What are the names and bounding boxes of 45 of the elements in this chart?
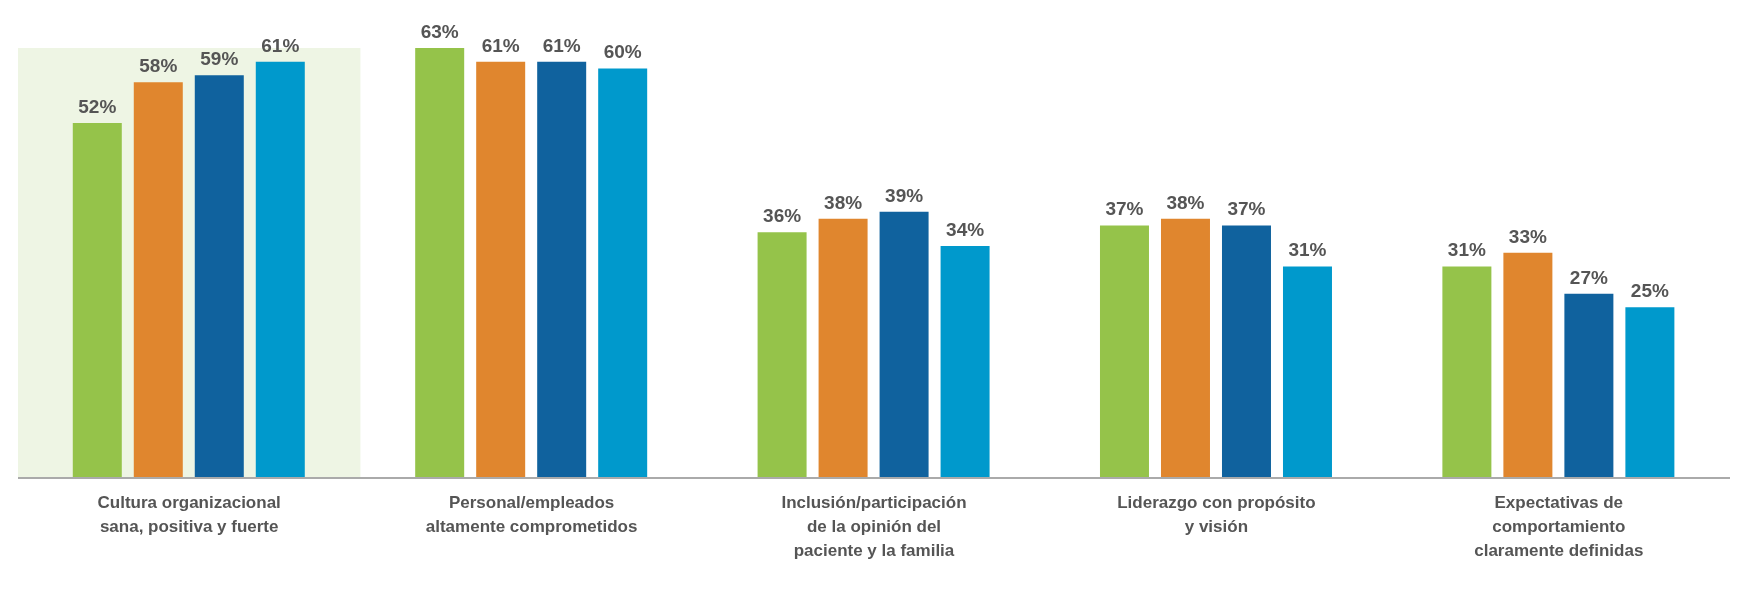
bar xyxy=(72,123,122,478)
data-label: 37% xyxy=(1105,198,1144,220)
x-tick-label: Liderazgo con propósito y visión xyxy=(1117,493,1316,536)
bar xyxy=(476,61,526,478)
data-label: 52% xyxy=(78,96,117,118)
data-label: 63% xyxy=(420,21,459,42)
data-label: 31% xyxy=(1447,239,1486,261)
data-label: 38% xyxy=(824,191,863,213)
data-label: 37% xyxy=(1227,198,1266,220)
data-label: 36% xyxy=(763,205,802,227)
bar xyxy=(1282,266,1332,478)
bar xyxy=(1503,252,1553,478)
bar xyxy=(1625,307,1675,478)
data-label: 25% xyxy=(1630,280,1669,302)
x-tick-label: Cultura organizacional sana, positiva y fuerte xyxy=(97,493,281,536)
bar xyxy=(940,245,990,478)
x-tick-label: Personal/empleados altamente comprometidos xyxy=(425,493,638,536)
bar xyxy=(133,82,183,478)
bar xyxy=(1160,218,1210,478)
bar xyxy=(1442,266,1492,478)
bar xyxy=(1099,225,1149,478)
bar xyxy=(818,218,868,478)
data-label: 59% xyxy=(200,48,239,70)
data-label: 34% xyxy=(946,218,985,240)
bar xyxy=(757,232,807,478)
bar xyxy=(194,75,244,478)
data-label: 27% xyxy=(1569,266,1608,288)
bar xyxy=(1564,293,1614,478)
data-label: 60% xyxy=(603,41,642,63)
bar xyxy=(537,61,587,478)
x-tick-label: Inclusión/participación de la opinión del paciente y la familia xyxy=(781,493,967,560)
data-label: 38% xyxy=(1166,191,1205,213)
bar xyxy=(415,48,465,478)
data-label: 39% xyxy=(885,184,924,206)
data-label: 31% xyxy=(1288,239,1327,261)
data-label: 61% xyxy=(481,34,520,56)
bar xyxy=(1221,225,1271,478)
data-label: 33% xyxy=(1508,225,1547,247)
bar xyxy=(598,68,648,478)
data-label: 58% xyxy=(139,55,178,77)
data-label: 61% xyxy=(261,34,300,56)
x-tick-label: Expectativas de comportamiento claramente definidas xyxy=(1474,493,1644,560)
data-label: 61% xyxy=(542,34,581,56)
bar xyxy=(255,61,305,478)
bar xyxy=(879,211,929,478)
